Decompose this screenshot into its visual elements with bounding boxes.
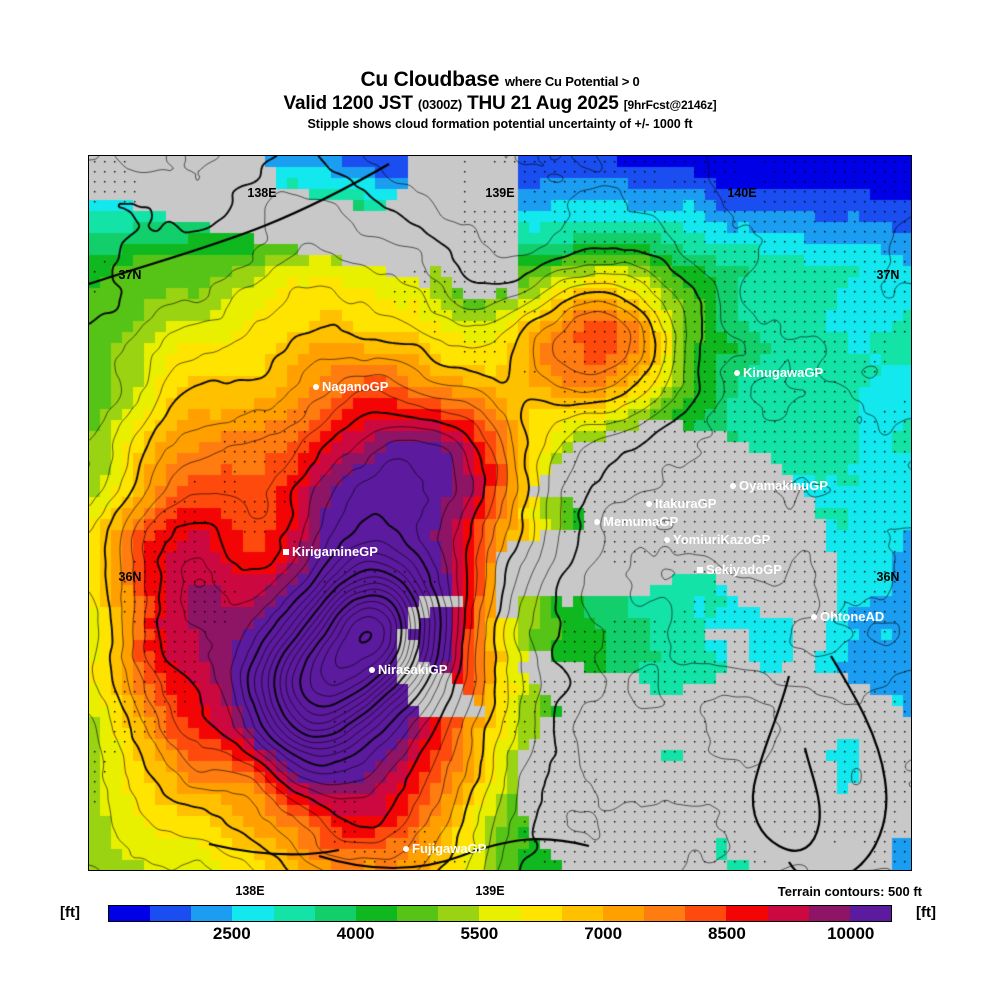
lon-label-top-138E: 138E: [247, 186, 277, 200]
station-label-NirasakiGP: NirasakiGP: [378, 662, 448, 677]
colorbar-band-7: [397, 906, 439, 921]
valid-time-utc: (0300Z): [417, 97, 462, 112]
colorbar-band-0: [109, 906, 151, 921]
terrain-contour-note: Terrain contours: 500 ft: [777, 884, 922, 899]
page-title: Cu Cloudbase where Cu Potential > 0: [0, 68, 1000, 92]
colorbar-unit-left: [ft]: [60, 904, 80, 921]
station-marker-YomiuriKazoGP[interactable]: [664, 537, 670, 543]
station-marker-ItakuraGP[interactable]: [646, 501, 652, 507]
station-label-NaganoGP: NaganoGP: [322, 379, 389, 394]
colorbar-band-12: [602, 906, 645, 921]
colorbar-swatches[interactable]: [108, 905, 892, 922]
colorbar: [ft] [ft] 2500 4000 5500 7000 8500 10000: [0, 900, 1000, 950]
colorbar-band-10: [520, 906, 562, 921]
lat-label-left-37N: 37N: [118, 268, 142, 282]
station-marker-SekiyadoGP[interactable]: [697, 567, 703, 573]
lat-label-right-37N: 37N: [876, 268, 900, 282]
station-label-KinugawaGP: KinugawaGP: [743, 365, 824, 380]
station-label-MemumaGP: MemumaGP: [603, 514, 679, 529]
colorbar-band-2: [191, 906, 233, 921]
colorbar-tick-10000: 10000: [827, 924, 875, 943]
station-marker-KirigamineGP[interactable]: [283, 549, 289, 555]
colorbar-band-1: [150, 906, 192, 921]
colorbar-band-13: [644, 906, 686, 921]
station-label-KirigamineGP: KirigamineGP: [292, 544, 378, 559]
colorbar-band-15: [726, 906, 768, 921]
station-marker-MemumaGP[interactable]: [594, 519, 600, 525]
colorbar-band-14: [685, 906, 727, 921]
colorbar-tick-5500: 5500: [460, 924, 499, 943]
station-marker-NirasakiGP[interactable]: [369, 667, 375, 673]
map-frame[interactable]: [88, 155, 912, 871]
station-label-YomiuriKazoGP: YomiuriKazoGP: [673, 532, 771, 547]
colorbar-unit-right: [ft]: [916, 904, 936, 921]
station-label-FujigawaGP: FujigawaGP: [412, 841, 487, 856]
lon-label-bottom-139E: 139E: [475, 884, 505, 898]
station-marker-OyamakinuGP[interactable]: [730, 483, 736, 489]
lat-label-right-36N: 36N: [876, 570, 900, 584]
forecast-stamp: [9hrFcst@2146z]: [623, 98, 717, 112]
valid-date: THU 21 Aug 2025: [467, 93, 619, 114]
colorbar-tick-2500: 2500: [212, 924, 251, 943]
colorbar-band-3: [232, 906, 274, 921]
station-marker-OhtoneAD[interactable]: [811, 614, 817, 620]
colorbar-tick-8500: 8500: [708, 924, 746, 943]
station-label-OhtoneAD: OhtoneAD: [820, 609, 885, 624]
colorbar-band-6: [355, 906, 398, 921]
lon-label-top-139E: 139E: [485, 186, 515, 200]
colorbar-band-5: [314, 906, 356, 921]
valid-time: Valid 1200 JST: [283, 93, 413, 114]
title-valid-line: Valid 1200 JST (0300Z) THU 21 Aug 2025 […: [0, 93, 1000, 115]
station-label-ItakuraGP: ItakuraGP: [655, 496, 717, 511]
colorbar-band-18: [849, 906, 891, 921]
title-main-subtext: where Cu Potential > 0: [504, 74, 640, 89]
colorbar-band-11: [561, 906, 603, 921]
stipple-note: Stipple shows cloud formation potential …: [307, 117, 693, 131]
cloudbase-field-canvas: [89, 156, 911, 870]
station-marker-KinugawaGP[interactable]: [734, 370, 740, 376]
colorbar-band-17: [808, 906, 850, 921]
station-marker-NaganoGP[interactable]: [313, 384, 319, 390]
lon-label-bottom-138E: 138E: [235, 884, 265, 898]
lon-label-top-140E: 140E: [727, 186, 757, 200]
colorbar-tick-7000: 7000: [584, 924, 623, 943]
station-label-OyamakinuGP: OyamakinuGP: [739, 478, 828, 493]
station-marker-FujigawaGP[interactable]: [403, 846, 409, 852]
colorbar-band-4: [273, 906, 315, 921]
station-label-SekiyadoGP: SekiyadoGP: [706, 562, 782, 577]
lat-label-left-36N: 36N: [118, 570, 142, 584]
colorbar-band-8: [438, 906, 480, 921]
colorbar-band-16: [767, 906, 809, 921]
title-main-text: Cu Cloudbase: [360, 68, 500, 91]
colorbar-tick-4000: 4000: [336, 924, 375, 943]
title-block: Cu Cloudbase where Cu Potential > 0 Vali…: [0, 68, 1000, 131]
colorbar-band-9: [479, 906, 521, 921]
